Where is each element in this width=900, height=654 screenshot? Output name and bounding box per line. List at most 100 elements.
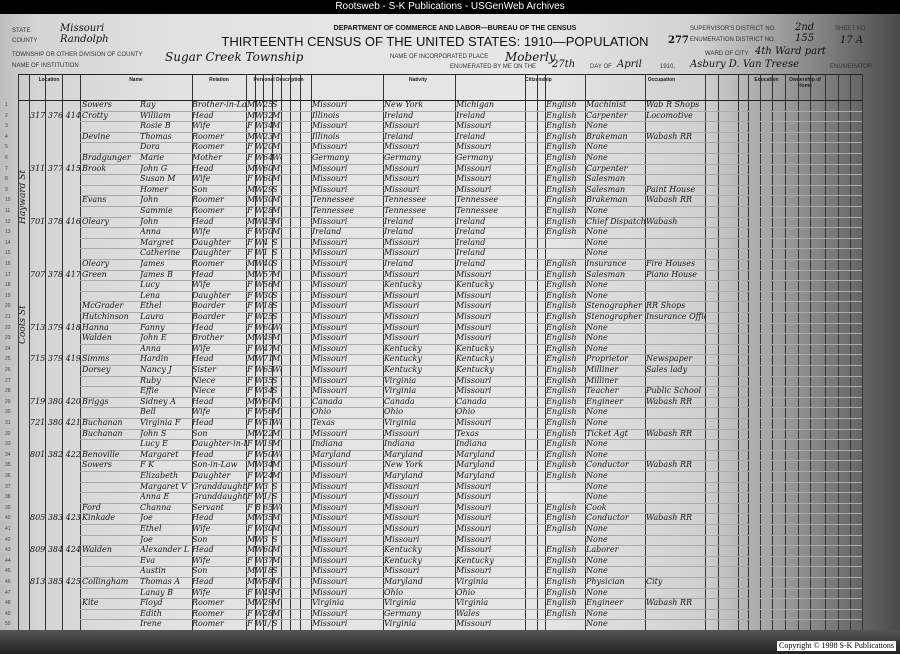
cell-father-birthplace: Kentucky (384, 545, 422, 555)
cell-relation: Wife (192, 174, 211, 184)
column-rule (810, 74, 811, 630)
row-number: 38 (5, 494, 11, 501)
cell-mother-birthplace: Michigan (456, 100, 494, 109)
row-number: 31 (5, 420, 11, 426)
cell-birthplace: Ireland (312, 227, 342, 237)
day-of-label: day of (590, 64, 612, 70)
cell-age: 30 (263, 524, 272, 533)
cell-mother-birthplace: Ohio (456, 587, 476, 597)
row-rule (80, 471, 862, 472)
cell-birthplace: Missouri (312, 386, 348, 396)
cell-relation: Son-in-Law (192, 460, 238, 470)
cell-occupation: None (586, 206, 608, 215)
cell-industry: Public School (646, 386, 702, 396)
cell-age: 56 (263, 407, 272, 417)
row-rule (80, 545, 862, 547)
cell-race: W (255, 195, 263, 205)
cell-mother-birthplace: Ireland (456, 227, 486, 237)
cell-language: English (546, 195, 577, 205)
sheet-value: 17 A (840, 35, 864, 46)
cell-age: 34 (263, 460, 272, 470)
cell-surname: Hanna (82, 322, 109, 332)
cell-age: 49 (263, 587, 272, 597)
cell-occupation: Stenographer (586, 312, 642, 321)
row-rule (80, 396, 862, 398)
cell-race: W (255, 354, 263, 364)
cell-marital: M1 (272, 131, 282, 141)
cell-marital: Wd (272, 322, 282, 332)
cell-birthplace: Missouri (312, 248, 348, 258)
cell-marital: Wd (272, 502, 282, 512)
cell-given: Fanny (140, 322, 165, 332)
cell-father-birthplace: Missouri (384, 566, 420, 576)
cell-relation: Mother (192, 153, 222, 162)
cell-language: English (546, 142, 577, 152)
cell-given: Eva (140, 555, 156, 565)
cell-mother-birthplace: Missouri (456, 481, 492, 491)
cell-race: W (255, 142, 263, 152)
cell-language: English (546, 545, 577, 555)
cell-age: 65 (263, 365, 272, 374)
cell-occupation: None (586, 290, 608, 300)
cell-surname: Simms (82, 354, 110, 364)
cell-mother-birthplace: Missouri (456, 290, 492, 300)
column-group-header: Occupation (647, 77, 676, 83)
cell-relation: Roomer (192, 206, 224, 215)
cell-given: Susan M (140, 174, 176, 184)
column-rule (455, 74, 456, 630)
enumerator-label: Enumerator (830, 64, 873, 70)
cell-relation: Head (192, 545, 214, 555)
cell-relation: Wife (192, 524, 211, 533)
row-rule (80, 333, 862, 335)
cell-surname: Evans (82, 195, 107, 205)
cell-language: English (546, 449, 577, 459)
cell-given: Anna (140, 343, 161, 353)
row-rule (80, 502, 862, 504)
cell-occupation: Engineer (586, 396, 624, 406)
cell-language: English (546, 216, 577, 226)
row-rule (80, 206, 862, 207)
cell-relation: Sister (192, 365, 216, 374)
cell-race: W (255, 216, 263, 226)
row-rule (80, 407, 862, 409)
row-rule (80, 163, 862, 165)
cell-birthplace: Germany (312, 153, 349, 162)
cell-relation: Head (192, 163, 214, 173)
table-rule (18, 74, 862, 75)
cell-birthplace: Tennessee (312, 206, 355, 215)
column-rule (246, 74, 247, 630)
cell-given: Effie (140, 386, 159, 396)
cell-sex: M (247, 396, 255, 406)
column-group-header: Ownership of Home (789, 77, 821, 89)
cell-birthplace: Missouri (312, 174, 348, 184)
cell-mother-birthplace: Canada (456, 396, 487, 406)
cell-relation: Wife (192, 121, 211, 131)
cell-father-birthplace: Missouri (384, 174, 420, 184)
cell-sex: F (247, 227, 253, 237)
row-rule (80, 153, 862, 154)
cell-given: Bell (140, 407, 156, 417)
cell-occupation: Chief Dispatcher (586, 216, 646, 226)
cell-age: 34 (263, 386, 272, 396)
enumerated-label: Enumerated by me on the (450, 64, 537, 70)
cell-age: 30 (263, 290, 272, 300)
row-number: 6 (5, 155, 8, 161)
cell-relation: Roomer (192, 142, 224, 152)
cell-location: 715 379 419 (30, 354, 80, 364)
cell-surname: Sowers (82, 100, 112, 109)
cell-marital: S (272, 619, 278, 629)
cell-birthplace: Missouri (312, 259, 348, 268)
column-group-header: Name (129, 77, 143, 83)
row-number: 1 (5, 102, 8, 108)
cell-age: 51 (263, 418, 272, 427)
cell-birthplace: Missouri (312, 481, 348, 491)
cell-father-birthplace: New York (384, 100, 424, 109)
cell-birthplace: Missouri (312, 121, 348, 131)
row-number: 4 (5, 133, 8, 140)
cell-location: 809 384 424 (30, 545, 80, 555)
cell-birthplace: Missouri (312, 322, 348, 332)
row-rule (80, 227, 862, 229)
row-number: 41 (5, 526, 11, 532)
cell-sex: F (247, 407, 253, 417)
cell-race: W (255, 174, 263, 184)
